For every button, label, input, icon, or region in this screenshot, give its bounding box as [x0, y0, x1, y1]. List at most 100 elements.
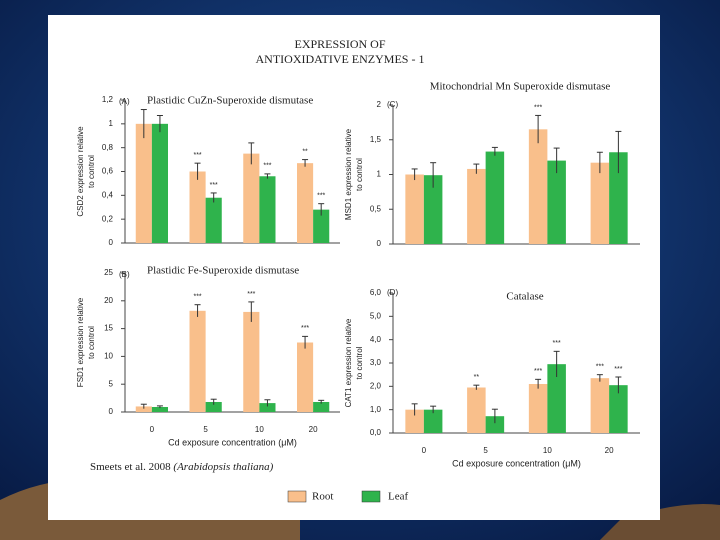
panel-label: (B) [119, 270, 130, 279]
y-tick-label: 0,2 [102, 214, 114, 223]
y-tick-label: 2 [377, 100, 382, 109]
citation-text: Smeets et al. 2008 [90, 461, 171, 473]
bar [467, 168, 486, 244]
x-tick-label: 10 [255, 425, 264, 434]
slide-title: ANTIOXIDATIVE ENZYMES - 1 [256, 52, 425, 66]
y-tick-label: 0,5 [370, 204, 382, 213]
y-tick-label: 0 [109, 238, 114, 247]
x-tick-label: 0 [150, 425, 155, 434]
y-tick-label: 1 [377, 170, 382, 179]
bar [423, 409, 443, 433]
significance: *** [614, 366, 622, 373]
bar [547, 364, 566, 433]
y-tick-label: 4,0 [370, 335, 382, 344]
bar [189, 171, 206, 243]
legend: Root Leaf [287, 490, 408, 503]
x-axis-label: Cd exposure concentration (μM) [168, 437, 297, 447]
significance: ** [302, 148, 308, 155]
y-tick-label: 15 [104, 324, 113, 333]
panel-label: (D) [387, 288, 398, 297]
citation: Smeets et al. 2008 (Arabidopsis thaliana… [90, 461, 274, 473]
y-tick-label: 2,0 [370, 381, 382, 390]
legend-swatch [361, 490, 381, 503]
x-tick-label: 5 [483, 446, 488, 455]
y-axis-label: FSD1 expression relative [76, 297, 85, 387]
x-tick-label: 10 [543, 446, 552, 455]
bar [243, 153, 260, 243]
species: (Arabidopsis thaliana) [173, 461, 273, 473]
bar [590, 162, 610, 244]
slide-panel [48, 15, 660, 520]
bar [423, 175, 443, 244]
y-tick-label: 0 [109, 407, 114, 416]
bar [528, 129, 548, 244]
significance: *** [193, 294, 201, 301]
chart-title: Mitochondrial Mn Superoxide dismutase [430, 81, 611, 93]
significance: ** [474, 374, 480, 381]
bar [151, 406, 168, 412]
bar [405, 409, 424, 433]
y-axis-label: CAT1 expression relative [344, 318, 353, 407]
y-tick-label: 5,0 [370, 311, 382, 320]
y-tick-label: 1,0 [370, 405, 382, 414]
significance: *** [534, 104, 542, 111]
chart-title: Plastidic CuZn-Superoxide dismutase [147, 95, 313, 107]
bar [405, 174, 424, 244]
y-axis-label: to control [355, 346, 364, 379]
bar [205, 401, 222, 412]
bar [590, 378, 610, 433]
legend-label: Root [312, 491, 333, 503]
y-axis-label: to control [87, 326, 96, 359]
y-tick-label: 0,4 [102, 190, 114, 199]
y-tick-label: 10 [104, 352, 113, 361]
y-tick-label: 25 [104, 268, 113, 277]
bar [189, 310, 206, 412]
bar [151, 123, 168, 243]
significance: *** [301, 325, 309, 332]
bar [259, 403, 276, 412]
y-axis-label: MSD1 expression relative [344, 128, 353, 220]
x-tick-label: 20 [309, 425, 318, 434]
panel-label: (C) [387, 100, 398, 109]
x-tick-label: 5 [203, 425, 208, 434]
bar [259, 176, 276, 243]
y-tick-label: 0 [377, 239, 382, 248]
bar [485, 416, 505, 433]
y-tick-label: 3,0 [370, 358, 382, 367]
significance: *** [210, 182, 218, 189]
bar [609, 385, 628, 433]
significance: *** [317, 193, 325, 200]
bar [297, 342, 314, 412]
bar [528, 384, 548, 433]
slide-title: EXPRESSION OF [294, 37, 385, 51]
y-tick-label: 0,0 [370, 428, 382, 437]
y-tick-label: 20 [104, 296, 113, 305]
bar [297, 163, 314, 243]
y-tick-label: 6,0 [370, 288, 382, 297]
significance: *** [263, 163, 271, 170]
y-tick-label: 5 [109, 379, 114, 388]
x-axis-label: Cd exposure concentration (μM) [452, 458, 581, 468]
significance: *** [534, 368, 542, 375]
chart-title: Catalase [506, 291, 543, 303]
bar [313, 209, 330, 243]
significance: *** [247, 291, 255, 298]
legend-swatch [287, 490, 307, 503]
y-axis-label: to control [87, 155, 96, 188]
bar [135, 406, 152, 412]
bar [205, 197, 222, 243]
x-tick-label: 20 [605, 446, 614, 455]
bar [135, 123, 152, 243]
bar [485, 151, 505, 244]
significance: *** [596, 364, 604, 371]
y-tick-label: 1,5 [370, 135, 382, 144]
bar [609, 152, 628, 244]
y-axis-label: to control [355, 158, 364, 191]
y-tick-label: 1,2 [102, 95, 114, 104]
bar [547, 160, 566, 244]
y-tick-label: 1 [109, 119, 114, 128]
bar [243, 311, 260, 412]
panel-label: (A) [119, 97, 130, 106]
